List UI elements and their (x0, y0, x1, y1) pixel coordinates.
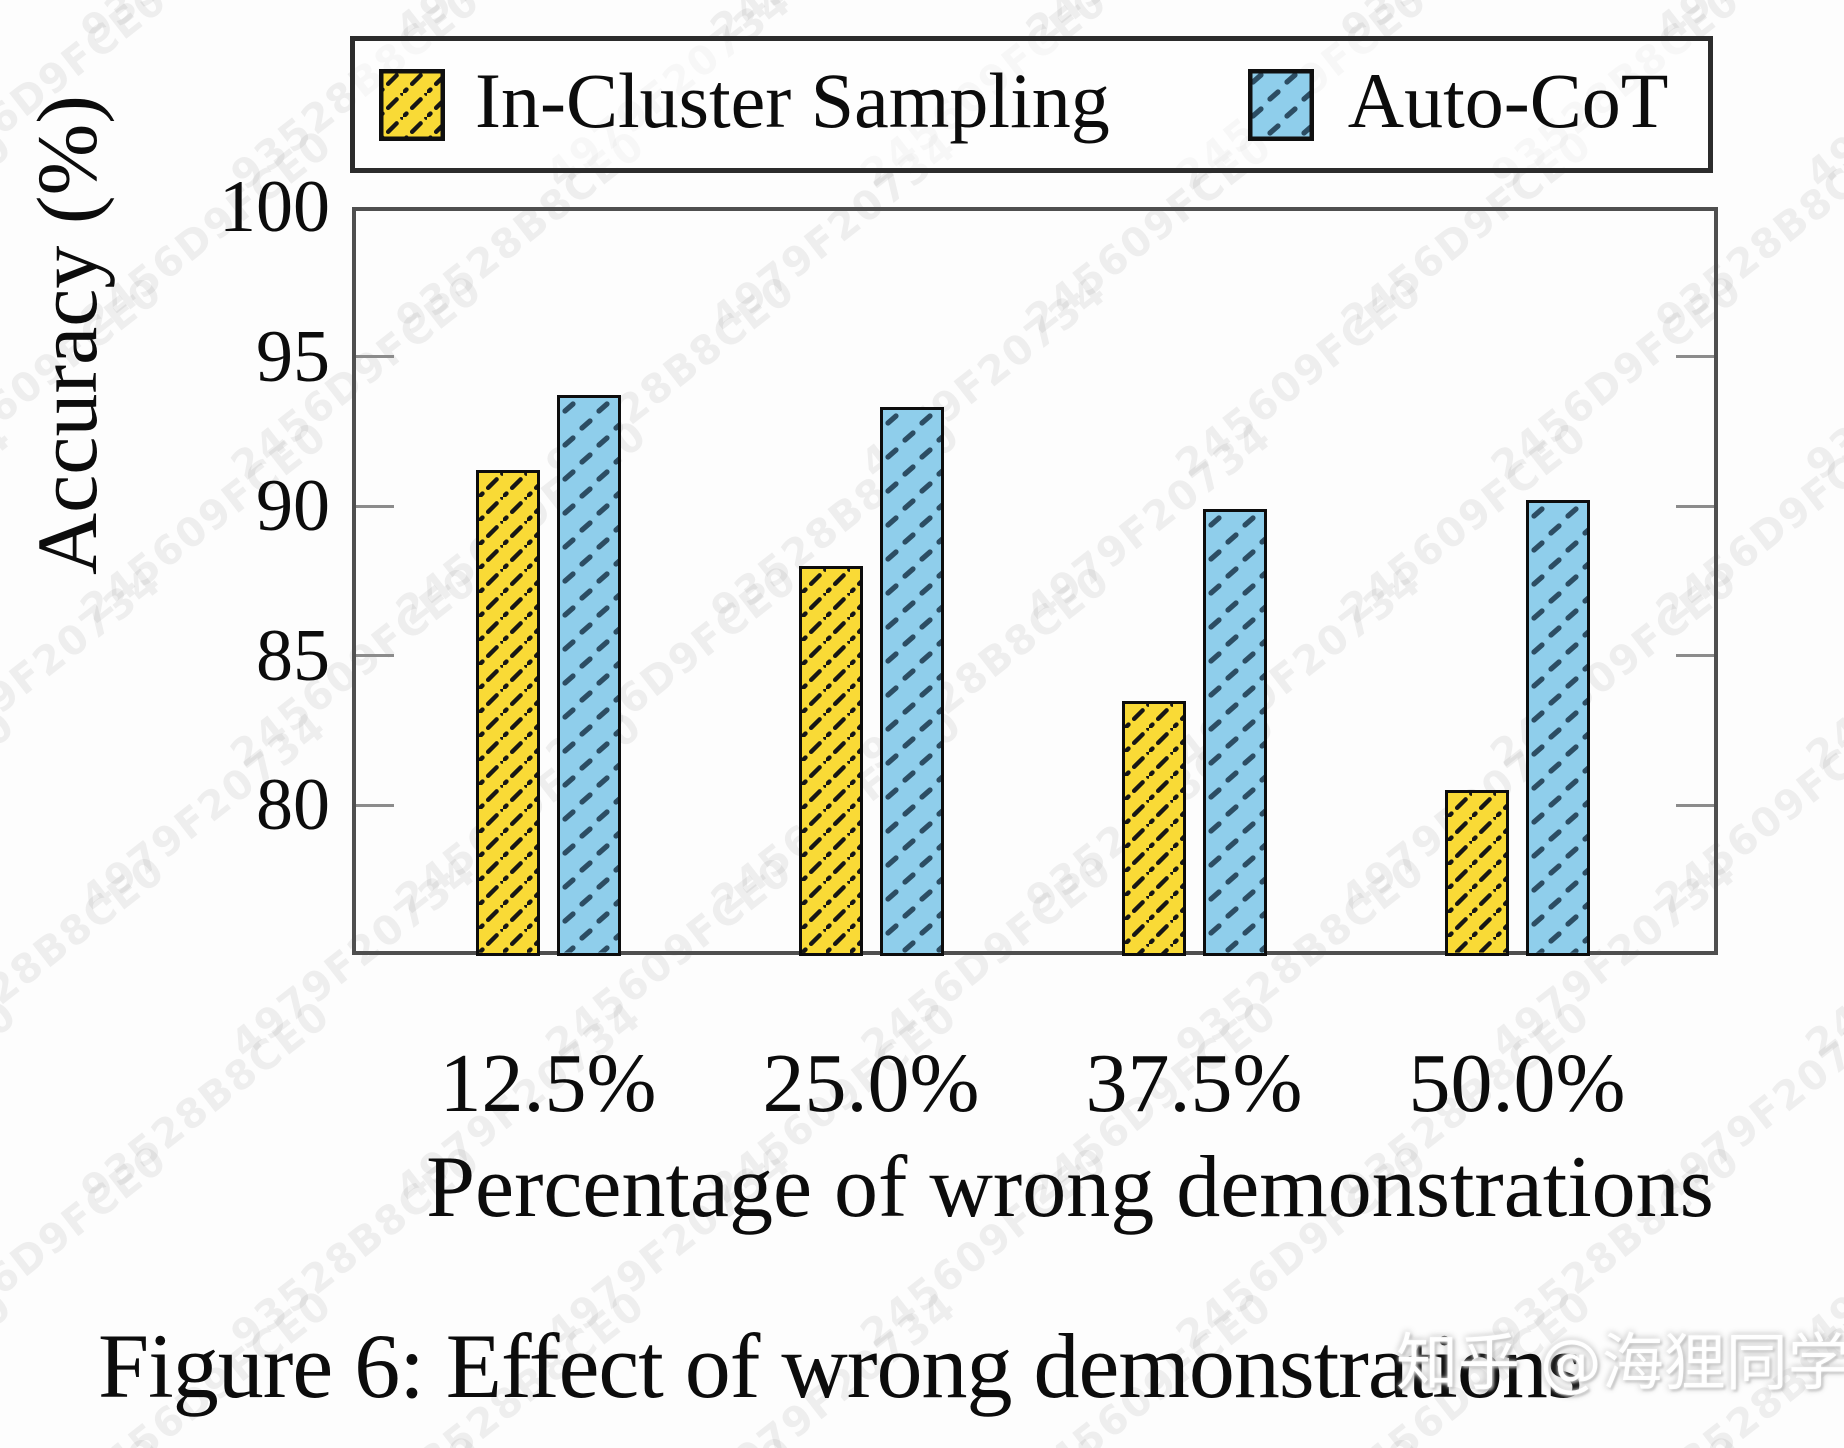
y-axis-tick-label: 90 (256, 465, 330, 548)
y-axis-tick-label: 80 (256, 764, 330, 847)
bar-auto-cot-50.0% (1525, 500, 1590, 956)
y-axis-tick-mark (356, 355, 394, 359)
x-axis-title: Percentage of wrong demonstrations (426, 1139, 1714, 1236)
bar-in-cluster-37.5% (1121, 700, 1186, 956)
bar-in-cluster-25.0% (798, 566, 863, 956)
y-axis-tick-mark (356, 803, 394, 807)
bar-auto-cot-12.5% (556, 395, 621, 956)
y-axis-tick-label: 100 (219, 166, 330, 248)
bar-in-cluster-50.0% (1444, 790, 1509, 956)
x-axis-tick-label: 50.0% (1408, 1037, 1626, 1130)
y-axis-tick-label: 95 (256, 315, 330, 398)
bar-in-cluster-12.5% (475, 470, 540, 956)
legend: In-Cluster Sampling Auto-CoT (350, 36, 1713, 173)
y-axis-tick-mark (1676, 803, 1714, 807)
y-axis-tick-label: 85 (256, 614, 330, 697)
x-axis-tick-label: 37.5% (1085, 1037, 1303, 1130)
y-axis-tick-mark (1676, 504, 1714, 508)
y-axis-tick-mark (1676, 654, 1714, 658)
zhihu-watermark: 知乎 @海狸同学 (1396, 1326, 1844, 1399)
legend-label-auto-cot: Auto-CoT (1347, 56, 1669, 144)
y-axis-tick-mark (356, 504, 394, 508)
bar-auto-cot-25.0% (879, 407, 944, 956)
legend-swatch-in-cluster-icon (374, 64, 450, 145)
plot-area (352, 207, 1718, 955)
legend-swatch-auto-cot-icon (1243, 64, 1319, 145)
x-axis-tick-label: 12.5% (439, 1037, 657, 1130)
bar-auto-cot-37.5% (1202, 509, 1267, 956)
y-axis-tick-mark (1676, 355, 1714, 359)
figure-caption: Figure 6: Effect of wrong demonstrations (98, 1315, 1583, 1417)
legend-label-in-cluster: In-Cluster Sampling (475, 56, 1110, 144)
y-axis-tick-mark (356, 654, 394, 658)
x-axis-tick-label: 25.0% (762, 1037, 980, 1130)
